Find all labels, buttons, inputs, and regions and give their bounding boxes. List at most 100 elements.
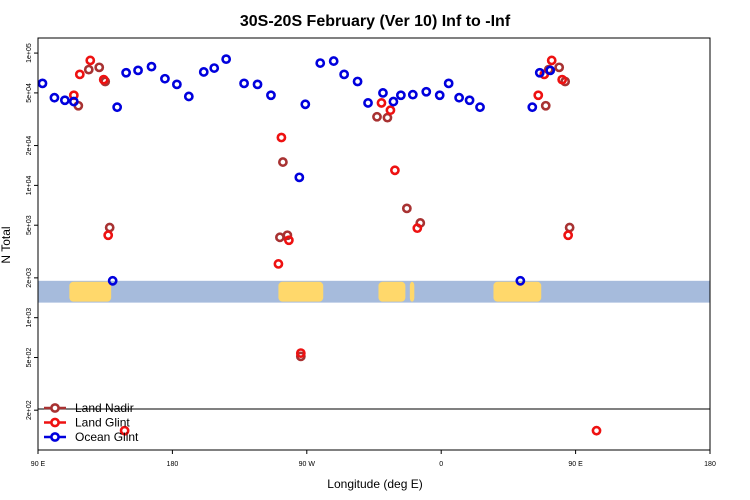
land-nadir-point xyxy=(275,232,285,243)
land-nadir-point xyxy=(554,62,565,73)
land-nadir-point xyxy=(372,111,382,122)
ocean-glint-point xyxy=(146,61,157,72)
land-band-segment xyxy=(69,281,112,302)
land-nadir-point xyxy=(282,230,293,241)
ocean-glint-point xyxy=(266,90,276,101)
ocean-glint-point xyxy=(171,79,182,90)
land-nadir-point xyxy=(401,203,412,214)
ocean-glint-point xyxy=(112,102,123,113)
land-glint-point xyxy=(385,105,396,116)
ocean-glint-point xyxy=(464,95,475,106)
land-glint-point xyxy=(557,74,568,85)
x-tick-label: 90 W xyxy=(299,461,316,468)
ocean-glint-point xyxy=(300,99,311,110)
land-glint-point xyxy=(85,55,96,66)
land-nadir-point xyxy=(94,62,105,73)
ocean-glint-point xyxy=(434,90,445,101)
ocean-glint-point xyxy=(49,92,60,103)
ocean-glint-point xyxy=(59,95,70,106)
background-band xyxy=(38,280,710,303)
ocean-glint-point xyxy=(363,98,373,108)
ocean-glint-point xyxy=(183,91,194,102)
land-glint-point xyxy=(591,425,602,436)
ocean-glint-point xyxy=(454,92,465,103)
ocean-glint-point xyxy=(107,275,118,286)
legend-label-land-glint: Land Glint xyxy=(75,416,130,430)
ocean-glint-point xyxy=(328,56,339,66)
y-axis-label: N Total xyxy=(0,226,13,263)
y-tick-label: 1e+04 xyxy=(26,175,33,195)
land-glint-point xyxy=(103,230,114,241)
y-tick-label: 2e+04 xyxy=(26,136,33,156)
legend-swatch-marker-land-nadir xyxy=(50,403,60,413)
y-axis: 2e+02 5e+02 1e+03 2e+03 5e+03 1e+04 2e+04 5e+04… xyxy=(26,43,38,420)
ocean-glint-point xyxy=(545,65,556,76)
ocean-glint-point xyxy=(198,67,209,77)
ocean-glint-point xyxy=(239,78,249,89)
land-glint-point xyxy=(390,165,400,176)
ocean-glint-point xyxy=(443,78,454,89)
y-tick-label: 5e+03 xyxy=(26,215,33,235)
ocean-glint-point xyxy=(515,275,526,286)
land-glint-point xyxy=(273,259,284,269)
chart-title: 30S-20S February (Ver 10) Inf to -Inf xyxy=(240,13,511,30)
land-glint-point xyxy=(412,223,423,234)
ocean-glint-point xyxy=(37,78,48,89)
y-tick-label: 1e+03 xyxy=(26,308,33,328)
land-nadir-point xyxy=(540,100,551,111)
x-tick-label: 90 E xyxy=(568,461,583,468)
y-tick-label: 5e+02 xyxy=(26,348,33,368)
land-glint-point xyxy=(546,55,557,66)
land-band-segment xyxy=(409,281,415,302)
ocean-glint-point xyxy=(388,96,399,107)
land-nadir-point xyxy=(564,222,575,233)
land-band-segment xyxy=(278,281,324,302)
land-glint-point xyxy=(74,69,85,80)
land-band-segment xyxy=(493,281,542,302)
ocean-glint-point xyxy=(421,86,432,97)
land-nadir-point xyxy=(382,112,393,123)
land-glint-point xyxy=(295,348,306,358)
ocean-glint-point xyxy=(339,69,350,80)
land-nadir-point xyxy=(83,64,94,75)
land-glint-point xyxy=(283,235,294,246)
ocean-glint-point xyxy=(378,88,388,98)
ocean-glint-point xyxy=(527,102,538,113)
ocean-glint-point xyxy=(407,89,418,100)
legend-swatch-marker-ocean-glint xyxy=(50,432,60,442)
land-glint-point xyxy=(563,230,574,241)
ocean-band xyxy=(38,280,710,303)
ocean-glint-point xyxy=(221,54,232,65)
ocean-glint-point xyxy=(294,172,305,183)
ocean-glint-point xyxy=(475,102,485,113)
x-tick-label: 90 E xyxy=(31,461,46,468)
y-tick-label: 5e+04 xyxy=(26,83,33,103)
ocean-glint-point xyxy=(534,67,545,78)
ocean-glint-point xyxy=(209,63,220,73)
land-glint-point xyxy=(119,425,130,436)
y-tick-label: 1e+05 xyxy=(26,43,33,63)
land-glint-point xyxy=(533,90,544,101)
x-axis: 90 E 180 90 W 0 90 E 180 xyxy=(31,450,716,468)
x-tick-label: 180 xyxy=(704,461,716,468)
land-glint-point xyxy=(376,98,387,108)
y-tick-label: 2e+02 xyxy=(26,400,33,420)
ocean-glint-point xyxy=(160,73,170,84)
x-tick-label: 0 xyxy=(439,461,443,468)
land-nadir-point xyxy=(278,157,288,167)
legend-swatch-marker-land-glint xyxy=(50,417,60,428)
land-glint-point xyxy=(98,74,109,85)
legend-label-land-nadir: Land Nadir xyxy=(75,401,134,415)
ocean-glint-point xyxy=(395,90,406,101)
ocean-glint-point xyxy=(121,67,132,78)
legend-label-ocean-glint: Ocean Glint xyxy=(75,430,139,444)
data-points xyxy=(37,54,602,436)
land-glint-point xyxy=(276,132,287,143)
ocean-glint-point xyxy=(315,58,326,68)
land-band-segment xyxy=(378,281,406,302)
ocean-glint-point xyxy=(352,76,363,87)
ocean-glint-point xyxy=(68,96,79,107)
x-axis-label: Longitude (deg E) xyxy=(327,477,422,491)
